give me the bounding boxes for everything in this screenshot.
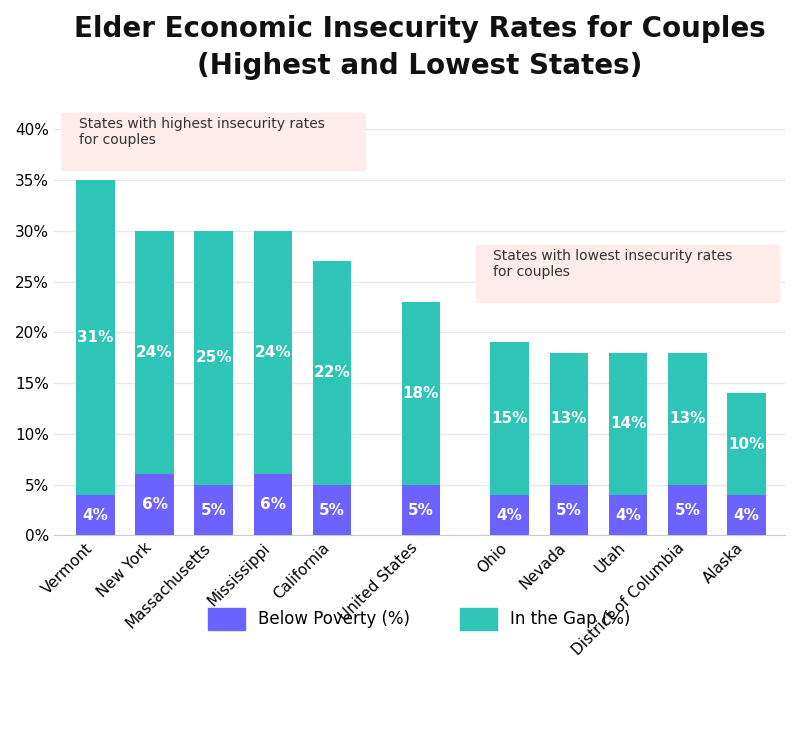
Text: 15%: 15% xyxy=(491,411,528,426)
Bar xyxy=(313,261,351,484)
FancyBboxPatch shape xyxy=(62,112,366,171)
Text: 14%: 14% xyxy=(610,416,646,431)
Bar xyxy=(402,484,440,535)
Text: 4%: 4% xyxy=(497,508,522,523)
Bar xyxy=(254,231,292,475)
Bar xyxy=(668,484,706,535)
Bar xyxy=(194,484,233,535)
Bar xyxy=(76,180,114,495)
Bar xyxy=(668,353,706,484)
Legend: Below Poverty (%), In the Gap (%): Below Poverty (%), In the Gap (%) xyxy=(202,601,638,637)
Bar xyxy=(550,353,588,484)
Text: 24%: 24% xyxy=(136,345,173,360)
Bar xyxy=(609,353,647,495)
Text: 18%: 18% xyxy=(402,386,439,401)
Bar xyxy=(313,484,351,535)
FancyBboxPatch shape xyxy=(476,245,781,304)
Bar xyxy=(254,475,292,535)
Text: States with lowest insecurity rates
for couples: States with lowest insecurity rates for … xyxy=(494,249,733,279)
Bar xyxy=(727,393,766,495)
Text: 5%: 5% xyxy=(674,503,700,517)
Bar xyxy=(490,495,529,535)
Title: Elder Economic Insecurity Rates for Couples
(Highest and Lowest States): Elder Economic Insecurity Rates for Coup… xyxy=(74,15,766,80)
Text: 5%: 5% xyxy=(408,503,434,517)
Text: 4%: 4% xyxy=(734,508,759,523)
Text: 4%: 4% xyxy=(615,508,641,523)
Bar xyxy=(76,495,114,535)
Text: 25%: 25% xyxy=(195,350,232,365)
Text: 6%: 6% xyxy=(260,498,286,512)
Text: 4%: 4% xyxy=(82,508,108,523)
Bar xyxy=(135,231,174,475)
Bar xyxy=(194,231,233,484)
Bar xyxy=(550,484,588,535)
Text: 22%: 22% xyxy=(314,365,350,381)
Text: 6%: 6% xyxy=(142,498,167,512)
Text: 24%: 24% xyxy=(254,345,291,360)
Text: 10%: 10% xyxy=(728,437,765,451)
Bar xyxy=(402,302,440,484)
Bar xyxy=(727,495,766,535)
Text: States with highest insecurity rates
for couples: States with highest insecurity rates for… xyxy=(79,117,325,147)
Text: 31%: 31% xyxy=(77,330,114,345)
Text: 13%: 13% xyxy=(669,411,706,426)
Text: 13%: 13% xyxy=(550,411,587,426)
Bar xyxy=(490,343,529,495)
Bar xyxy=(609,495,647,535)
Text: 5%: 5% xyxy=(319,503,345,517)
Bar xyxy=(135,475,174,535)
Text: 5%: 5% xyxy=(556,503,582,517)
Text: 5%: 5% xyxy=(201,503,226,517)
